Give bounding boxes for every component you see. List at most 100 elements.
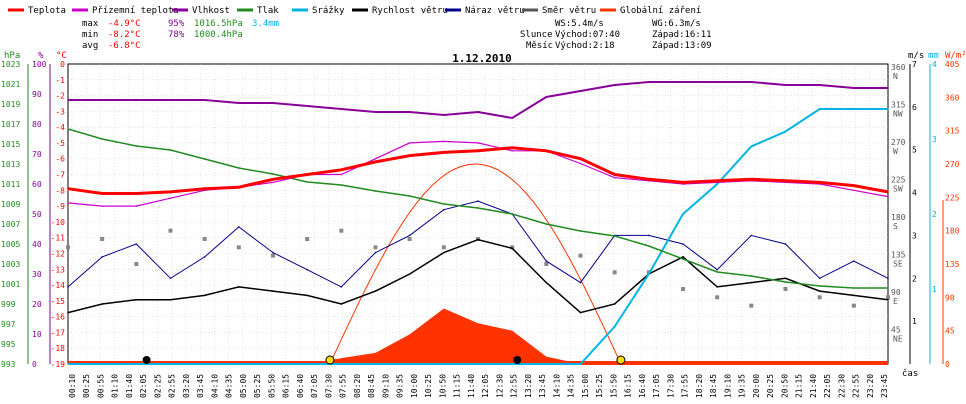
tick-dir: 90	[891, 288, 901, 297]
series-humidity-point	[67, 99, 69, 101]
time-label: 14:10	[552, 374, 561, 398]
tick-hpa: 1013	[1, 160, 20, 169]
tick-degc: -14	[51, 281, 66, 290]
tick-pct: 50	[32, 210, 42, 219]
series-humidity-point	[135, 99, 138, 101]
time-label: 07:30	[324, 374, 333, 398]
series-wind-speed-point	[613, 303, 616, 305]
legend-label: Srážky	[312, 6, 345, 16]
wind-direction-point	[544, 262, 549, 266]
tick-wm2: 360	[945, 93, 960, 102]
series-pressure-point	[784, 281, 787, 283]
tick-pct: 70	[32, 150, 42, 159]
stat-min-label: min	[82, 30, 98, 40]
series-humidity-point	[750, 81, 753, 83]
series-rain-point	[545, 363, 548, 365]
tick-mm: 4	[932, 60, 937, 69]
time-label: 10:25	[424, 374, 433, 398]
tick-degc: -2	[55, 92, 65, 101]
time-label: 20:00	[752, 374, 761, 398]
series-temp-point	[408, 154, 411, 157]
series-temp-point	[477, 150, 479, 152]
series-wind-gust-point	[340, 286, 343, 288]
series-wind-gust-point	[750, 234, 753, 237]
wind-direction-point	[441, 245, 446, 250]
tick-hpa: 1023	[1, 60, 20, 69]
legend-label: Tlak	[257, 6, 279, 16]
tick-mm: 1	[932, 285, 937, 294]
time-label: 20:25	[766, 374, 775, 398]
time-label: 12:05	[481, 374, 490, 398]
tick-hpa: 1019	[1, 100, 20, 109]
time-label: 11:40	[467, 374, 476, 398]
time-label: 03:20	[182, 374, 191, 398]
tick-pct: 40	[32, 240, 42, 249]
series-wind-gust-point	[101, 256, 103, 258]
tick-hpa: 1005	[1, 240, 20, 249]
tick-wm2: 180	[945, 227, 960, 236]
time-label: 18:20	[695, 374, 704, 398]
series-pressure-point	[887, 287, 889, 289]
series-rain-point	[203, 363, 206, 365]
series-temp-point	[818, 181, 821, 184]
wind-direction-point	[886, 295, 890, 300]
tick-degc: -3	[55, 107, 65, 116]
tick-degc: -8	[55, 186, 65, 195]
series-wind-gust-point	[784, 243, 787, 245]
series-humidity-point	[340, 108, 343, 110]
series-temp-point	[443, 151, 445, 154]
time-label: 05:50	[267, 374, 276, 398]
time-label: 17:05	[652, 374, 661, 398]
series-pressure-point	[853, 287, 855, 289]
wind-direction-point	[749, 303, 754, 308]
tick-degc: -6	[55, 155, 65, 164]
series-pressure-point	[272, 173, 274, 175]
time-label: 22:05	[823, 374, 832, 398]
time-label: 08:20	[353, 374, 362, 398]
series-rain-point	[682, 213, 684, 215]
series-temp-point	[67, 187, 69, 190]
stat-min-hum: 78%	[168, 30, 185, 40]
tick-dir-label: SW	[893, 185, 903, 194]
axes: 1023102110191017101510131011100910071005…	[1, 60, 960, 369]
series-ground-temp-point	[169, 197, 172, 199]
tick-hpa: 1015	[1, 140, 20, 149]
time-label: 07:05	[310, 374, 319, 398]
wind-direction-point	[578, 253, 583, 258]
time-label: 10:00	[410, 374, 419, 398]
stat-moon-rise: Východ:2:18	[555, 41, 615, 51]
moonrise-marker	[142, 356, 151, 364]
wind-direction-point	[510, 245, 515, 250]
series-rain-point	[613, 325, 616, 328]
series-rain-point	[374, 363, 377, 365]
tick-degc: -10	[51, 218, 66, 227]
sunset-marker	[616, 355, 626, 365]
time-label: 19:35	[738, 374, 747, 398]
sun-curve	[329, 163, 622, 365]
stat-moon-set: Západ:13:09	[652, 41, 712, 51]
series-ground-temp-point	[853, 189, 855, 192]
unit-wm2: W/m²	[945, 51, 966, 61]
series-humidity-point	[818, 84, 821, 86]
tick-wm2: 135	[945, 260, 960, 269]
tick-pct: 0	[32, 360, 37, 369]
series-humidity-point	[238, 102, 240, 104]
time-label: 04:35	[225, 374, 234, 398]
time-label: 15:50	[609, 374, 618, 398]
tick-pct: 60	[32, 180, 42, 189]
tick-ms: 7	[912, 60, 917, 69]
tick-degc: 0	[60, 60, 65, 69]
tick-pct: 80	[32, 120, 42, 129]
unit-hpa: hPa	[4, 51, 20, 61]
time-label: 21:40	[809, 374, 818, 398]
series-temp-point	[511, 146, 513, 149]
stat-max-label: max	[82, 19, 99, 29]
time-label: 05:25	[253, 374, 262, 398]
tick-hpa: 1009	[1, 200, 20, 209]
series-rain-point	[67, 363, 69, 365]
wind-direction-point	[612, 270, 617, 275]
series-humidity-point	[272, 102, 274, 104]
series-pressure-point	[477, 207, 479, 209]
wind-direction-point	[407, 237, 412, 241]
